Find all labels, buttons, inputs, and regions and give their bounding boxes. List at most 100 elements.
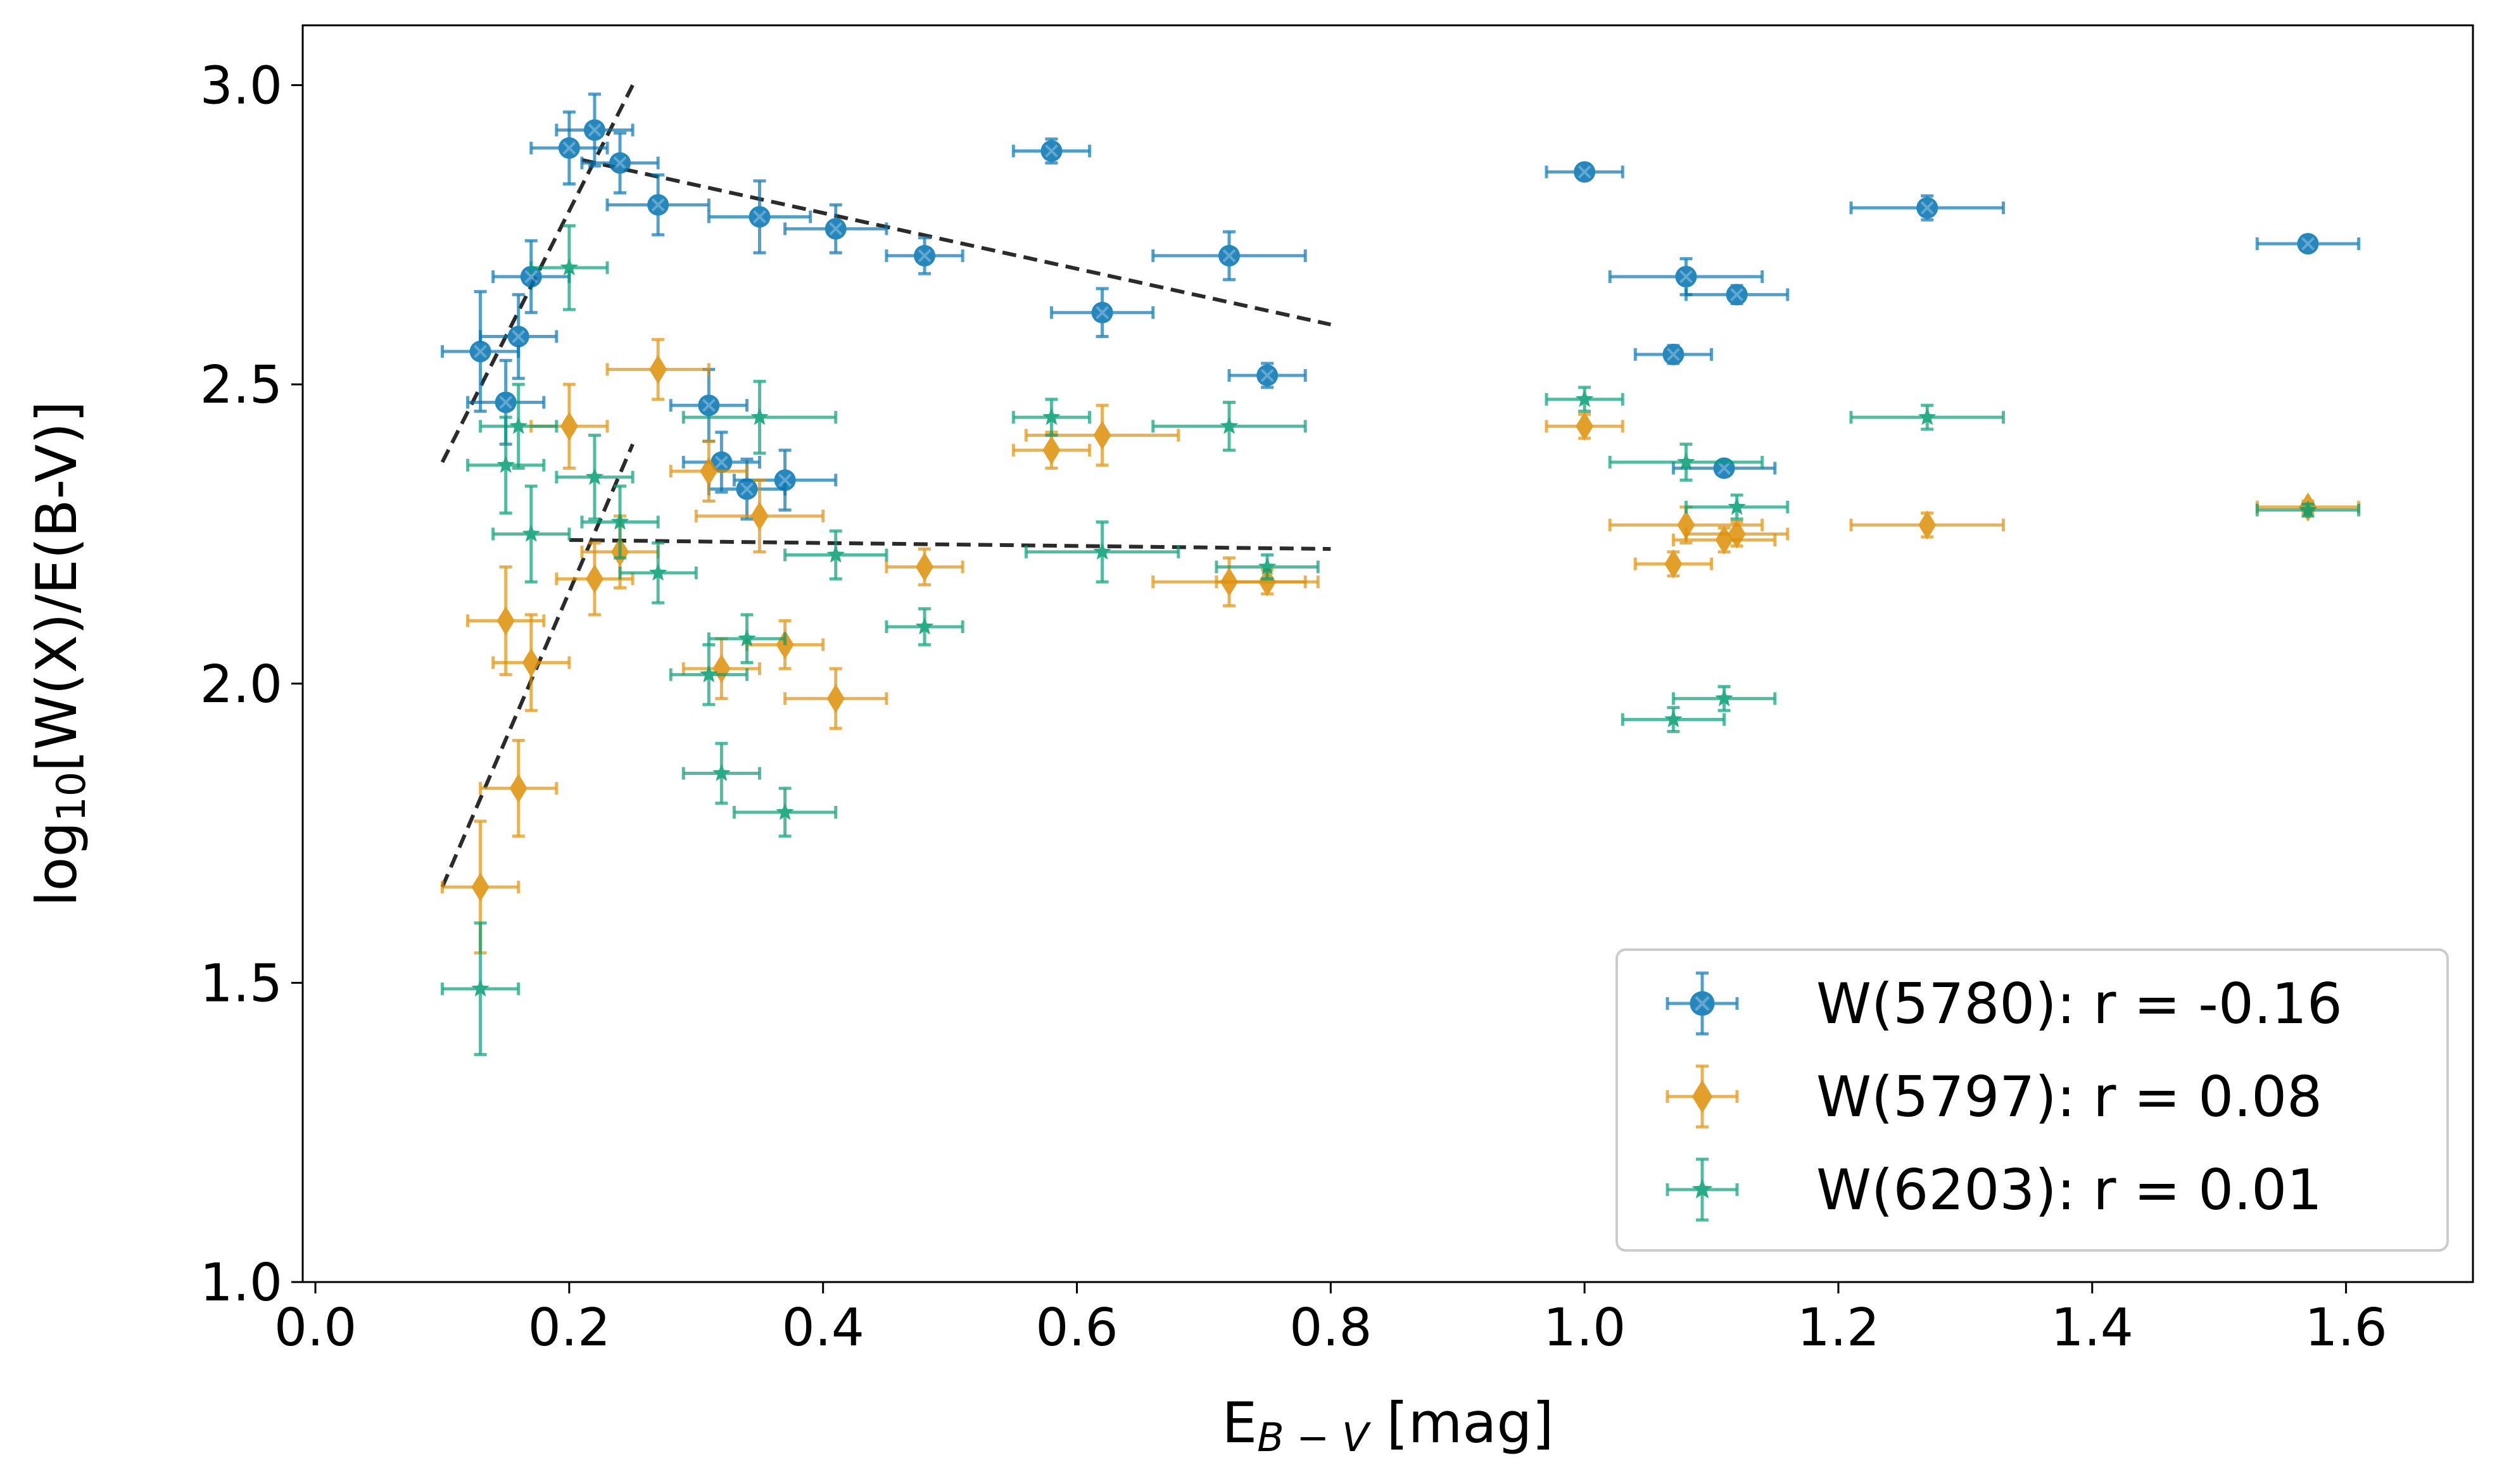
data-points <box>440 92 2361 1057</box>
data-point <box>694 478 825 554</box>
data-point <box>479 382 559 470</box>
marker-star <box>1042 408 1061 425</box>
y-axis-title-pre: log <box>24 822 89 907</box>
marker-cross <box>1695 996 1710 1011</box>
marker-cross <box>499 396 513 409</box>
marker-cross <box>524 270 538 284</box>
y-tick-label: 1.5 <box>200 953 282 1014</box>
y-tick-label: 1.0 <box>200 1253 282 1313</box>
marker-diamond <box>1918 510 1937 540</box>
fit-5780-fall <box>581 158 1331 327</box>
data-point <box>783 529 888 581</box>
marker-diamond <box>700 456 718 486</box>
legend-box <box>1615 948 2449 1252</box>
marker-star <box>509 417 528 434</box>
marker-cross <box>1717 462 1731 475</box>
data-point <box>1151 401 1307 452</box>
x-tick-label: 0.6 <box>1035 1298 1118 1358</box>
data-point <box>1545 412 1624 441</box>
marker-cross <box>1679 270 1693 284</box>
marker-cross <box>714 455 728 469</box>
marker-cross <box>778 473 792 487</box>
data-point <box>1151 230 1307 282</box>
data-point <box>1633 343 1714 365</box>
marker-star <box>1575 389 1594 407</box>
marker-star <box>750 408 769 425</box>
data-point <box>1849 403 2005 431</box>
data-point <box>1684 519 1790 549</box>
marker-cross <box>1577 165 1591 179</box>
data-point <box>555 92 635 168</box>
marker-star <box>738 629 756 646</box>
marker-diamond <box>1728 519 1746 549</box>
x-axis-title-main: E <box>1222 1390 1257 1456</box>
marker-diamond <box>1664 549 1683 579</box>
marker-cross <box>651 198 665 211</box>
marker-star <box>648 563 667 581</box>
marker-diamond <box>1093 420 1111 450</box>
marker-diamond <box>585 564 604 594</box>
data-point <box>732 448 838 512</box>
marker-cross <box>1667 348 1680 362</box>
error-bar <box>1151 401 1307 452</box>
marker-star <box>826 545 845 563</box>
data-point <box>479 292 559 380</box>
data-point <box>783 203 888 255</box>
data-point <box>669 643 749 707</box>
y-axis-title-post: [W(X)/E(B-V)] <box>24 401 89 772</box>
marker-cross <box>1045 144 1058 158</box>
marker-diamond <box>1691 1079 1713 1114</box>
data-point <box>466 415 546 515</box>
marker-cross <box>1260 368 1274 382</box>
data-point <box>732 786 838 838</box>
y-tick-label: 3.0 <box>200 56 282 116</box>
marker-cross <box>918 249 932 263</box>
marker-diamond <box>496 606 515 636</box>
data-point <box>491 239 571 315</box>
legend: W(5780): r = -0.16 W(5797): r = 0.08 W(620… <box>1615 948 2449 1252</box>
legend-label: W(6203): r = 0.01 <box>1816 1157 2322 1223</box>
data-point <box>618 541 698 605</box>
data-point <box>1215 567 1320 597</box>
data-point <box>669 439 749 503</box>
marker-cross <box>1222 249 1236 263</box>
marker-cross <box>753 210 766 223</box>
marker-star <box>1677 453 1695 470</box>
x-axis-title-unit: [mag] <box>1369 1390 1553 1456</box>
marker-star <box>1918 408 1937 425</box>
marker-diamond <box>560 412 578 441</box>
marker-star <box>915 617 934 635</box>
marker-star <box>712 764 731 781</box>
marker-star <box>610 512 629 530</box>
data-point <box>1608 443 1764 482</box>
marker-cross <box>588 123 602 137</box>
series-0 <box>440 92 2361 521</box>
y-tick-label: 2.0 <box>200 655 282 715</box>
data-point <box>580 131 660 195</box>
marker-star <box>1093 542 1111 560</box>
data-point <box>1011 137 1092 165</box>
marker-star <box>522 524 540 542</box>
x-tick-label: 0.8 <box>1289 1298 1372 1358</box>
marker-cross <box>613 156 627 170</box>
data-point <box>681 379 838 455</box>
data-point <box>1024 520 1180 584</box>
marker-cross <box>1730 287 1744 301</box>
marker-star <box>700 665 718 682</box>
marker-star <box>1715 689 1733 707</box>
marker-diamond <box>509 774 528 803</box>
legend-entry-0 <box>1666 971 1739 1036</box>
marker-cross <box>562 141 576 155</box>
marker-star <box>1691 1178 1713 1198</box>
marker-diamond <box>649 355 667 384</box>
data-point <box>1684 284 1790 306</box>
marker-cross <box>740 482 754 496</box>
marker-star <box>1220 417 1239 434</box>
marker-star <box>496 455 515 473</box>
series-1 <box>440 337 2361 955</box>
marker-cross <box>512 330 526 343</box>
fit-5797-flat <box>569 538 1331 551</box>
legend-entry-2 <box>1666 1157 1739 1222</box>
data-point <box>1849 510 2005 540</box>
y-axis-title-sub: 10 <box>48 772 94 822</box>
